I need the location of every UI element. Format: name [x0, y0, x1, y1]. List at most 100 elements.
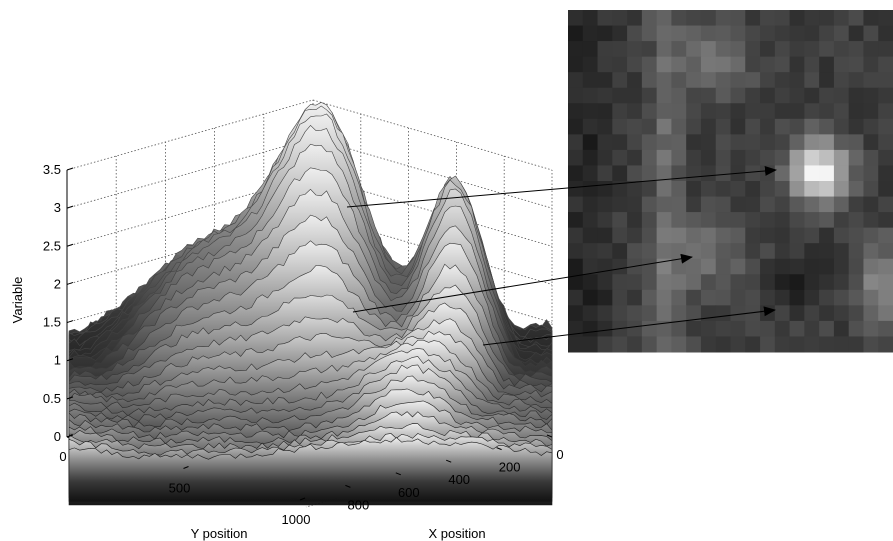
heatmap-cell: [568, 56, 584, 73]
heatmap-cell: [568, 103, 584, 120]
heatmap-cell: [863, 227, 879, 244]
heatmap-cell: [878, 25, 893, 42]
heatmap-cell: [686, 227, 702, 244]
heatmap-cell: [848, 274, 864, 291]
heatmap-cell: [700, 10, 717, 27]
heatmap-cell: [627, 243, 643, 260]
heatmap-cell: [627, 134, 643, 151]
heatmap-cell: [597, 118, 613, 135]
heatmap-cell: [582, 289, 599, 306]
heatmap-cell: [848, 212, 864, 229]
z-tick-label: 3: [54, 200, 61, 215]
surface-layer: [68, 437, 553, 506]
heatmap-cell: [863, 72, 879, 89]
heatmap-cell: [641, 196, 658, 213]
heatmap-cell: [700, 103, 717, 120]
heatmap-cell: [804, 103, 820, 120]
heatmap-cell: [582, 258, 599, 275]
heatmap-cell: [833, 336, 850, 353]
heatmap-cell: [863, 243, 879, 260]
heatmap-cell: [774, 165, 791, 182]
heatmap-cell: [612, 25, 628, 42]
heatmap-cell: [686, 181, 702, 198]
heatmap-cell: [789, 305, 805, 322]
heatmap-cell: [789, 274, 805, 291]
heatmap-cell: [774, 72, 791, 89]
heatmap-cell: [568, 212, 584, 229]
heatmap-cell: [627, 56, 643, 73]
heatmap-cell: [760, 87, 776, 104]
heatmap-cell: [848, 56, 864, 73]
heatmap-cell: [833, 165, 850, 182]
heatmap-cell: [582, 56, 599, 73]
heatmap-cell: [627, 72, 643, 89]
heatmap-cell: [568, 274, 584, 291]
heatmap-cell: [833, 320, 850, 337]
heatmap-cell: [671, 10, 687, 27]
heatmap-cell: [760, 289, 776, 306]
heatmap-cell: [774, 196, 791, 213]
x-tick-mark: [496, 447, 502, 451]
z-tick-label: 2: [54, 276, 61, 291]
heatmap-cell: [641, 305, 658, 322]
heatmap-cell: [612, 134, 628, 151]
heatmap-cell: [627, 10, 643, 27]
heatmap-cell: [819, 305, 835, 322]
heatmap-cell: [833, 118, 850, 135]
heatmap-cell: [878, 72, 893, 89]
heatmap-cell: [612, 274, 628, 291]
heatmap-cell: [730, 289, 746, 306]
heatmap-cell: [730, 196, 746, 213]
heatmap-cell: [686, 336, 702, 353]
heatmap-cell: [612, 258, 628, 275]
arrow-secondary-peak: [482, 306, 776, 346]
heatmap-cell: [568, 118, 584, 135]
heatmap-cell: [612, 227, 628, 244]
heatmap-cell: [819, 25, 835, 42]
heatmap-cell: [641, 289, 658, 306]
heatmap-cell: [745, 258, 761, 275]
heatmap-cell: [641, 243, 658, 260]
z-tick-mark: [66, 243, 74, 247]
heatmap-cell: [730, 274, 746, 291]
heatmap-cell: [878, 258, 893, 275]
heatmap-cell: [848, 305, 864, 322]
heatmap-cell: [568, 289, 584, 306]
heatmap-cell: [641, 227, 658, 244]
heatmap-cell: [789, 289, 805, 306]
heatmap-cell: [656, 320, 672, 337]
heatmap-cell: [789, 72, 805, 89]
heatmap-cell: [671, 320, 687, 337]
heatmap-cell: [700, 289, 717, 306]
heatmap-cell: [804, 289, 820, 306]
heatmap-cell: [804, 212, 820, 229]
heatmap-cell: [804, 243, 820, 260]
heatmap-cell: [715, 258, 731, 275]
heatmap-cell: [745, 149, 761, 166]
heatmap-cell: [715, 25, 731, 42]
z-axis-label: Variable: [10, 277, 25, 324]
heatmap-cell: [833, 227, 850, 244]
heatmap-cell: [612, 56, 628, 73]
heatmap-cell: [863, 274, 879, 291]
heatmap-cell: [730, 181, 746, 198]
heatmap-cell: [671, 258, 687, 275]
heatmap-cell: [700, 25, 717, 42]
heatmap-cell: [774, 320, 791, 337]
heatmap-cell: [863, 196, 879, 213]
heatmap-cell: [597, 87, 613, 104]
heatmap-cell: [627, 41, 643, 58]
heatmap-cell: [597, 212, 613, 229]
heatmap-cell: [641, 134, 658, 151]
heatmap-cell: [745, 25, 761, 42]
heatmap-cell: [582, 320, 599, 337]
y-tick-mark: [299, 497, 306, 501]
heatmap-cell: [789, 134, 805, 151]
heatmap-cell: [833, 41, 850, 58]
heatmap-cell: [730, 118, 746, 135]
heatmap-cell: [760, 10, 776, 27]
heatmap-cell: [568, 87, 584, 104]
heatmap-cell: [582, 118, 599, 135]
x-tick-label: 200: [499, 460, 521, 475]
heatmap-cell: [760, 165, 776, 182]
